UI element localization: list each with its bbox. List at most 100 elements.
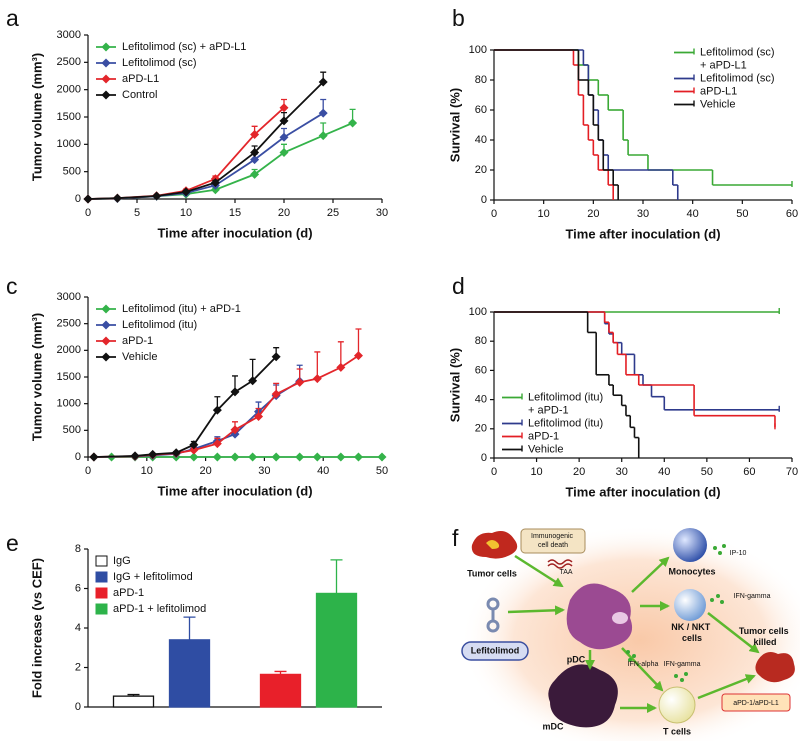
x-axis-label: Time after inoculation (d) bbox=[565, 484, 720, 499]
marker bbox=[279, 132, 289, 142]
t-cell bbox=[658, 686, 696, 724]
x-tick-label: 10 bbox=[538, 208, 550, 220]
legend-swatch bbox=[95, 555, 108, 567]
monocyte bbox=[673, 528, 707, 562]
panel-letter: c bbox=[6, 273, 18, 299]
diagram-label: Tumor cells bbox=[467, 568, 517, 578]
marker bbox=[189, 452, 199, 462]
y-tick-label: 1500 bbox=[57, 111, 81, 123]
diagram-label: Lefitolimod bbox=[471, 645, 520, 655]
legend-label: Lefitolimod (itu) bbox=[122, 319, 197, 331]
bar bbox=[259, 673, 302, 708]
x-tick-label: 0 bbox=[85, 207, 91, 219]
x-tick-label: 0 bbox=[85, 465, 91, 477]
marker bbox=[254, 411, 264, 421]
marker bbox=[212, 452, 222, 462]
marker bbox=[112, 193, 122, 203]
diagram-label: NK / NKT cells bbox=[671, 622, 713, 643]
y-tick-label: 500 bbox=[63, 166, 81, 178]
y-tick-label: 40 bbox=[475, 134, 487, 146]
taa-strands bbox=[547, 559, 573, 569]
pdc-nucleus bbox=[612, 612, 628, 624]
bar bbox=[168, 639, 211, 708]
legend-label: Vehicle bbox=[528, 443, 563, 455]
y-axis-label: Survival (%) bbox=[447, 88, 462, 162]
legend-label: aPD-L1 bbox=[122, 73, 159, 85]
y-tick-label: 60 bbox=[475, 364, 487, 376]
y-axis-label: Fold increase (vs CEF) bbox=[29, 558, 44, 698]
legend-swatch bbox=[95, 571, 108, 583]
y-axis-label: Tumor volume (mm³) bbox=[29, 53, 44, 181]
marker bbox=[279, 103, 289, 113]
marker bbox=[230, 425, 240, 435]
y-tick-label: 40 bbox=[475, 394, 487, 406]
x-tick-label: 30 bbox=[376, 207, 388, 219]
y-tick-label: 100 bbox=[469, 44, 487, 56]
y-tick-label: 8 bbox=[75, 543, 81, 555]
y-tick-label: 100 bbox=[469, 306, 487, 318]
x-tick-label: 50 bbox=[376, 465, 388, 477]
y-tick-label: 2000 bbox=[57, 84, 81, 96]
series-line bbox=[93, 354, 359, 458]
diagram-label: TAA bbox=[559, 569, 572, 576]
legend-label: Lefitolimod (sc) bbox=[122, 57, 197, 69]
legend-marker bbox=[101, 90, 111, 100]
x-tick-label: 70 bbox=[786, 466, 798, 478]
x-tick-label: 40 bbox=[658, 466, 670, 478]
x-tick-label: 60 bbox=[743, 466, 755, 478]
marker bbox=[295, 377, 305, 387]
legend-marker bbox=[101, 74, 111, 84]
marker bbox=[318, 108, 328, 118]
marker bbox=[230, 387, 240, 397]
legend-label: Lefitolimod (itu) + aPD-1 bbox=[528, 391, 606, 416]
marker bbox=[353, 452, 363, 462]
lefitolimod-pill bbox=[461, 641, 529, 661]
bar bbox=[315, 592, 358, 708]
x-axis-label: Time after inoculation (d) bbox=[565, 226, 720, 241]
marker bbox=[348, 118, 358, 128]
error-bar bbox=[330, 559, 343, 594]
marker bbox=[353, 351, 363, 361]
diagram-label: Tumor cells killed bbox=[739, 626, 791, 647]
marker bbox=[250, 169, 260, 179]
y-tick-label: 2 bbox=[75, 661, 81, 673]
marker bbox=[250, 148, 260, 158]
y-tick-label: 20 bbox=[475, 423, 487, 435]
x-tick-label: 0 bbox=[491, 466, 497, 478]
x-tick-label: 40 bbox=[317, 465, 329, 477]
legend-label: Control bbox=[122, 89, 157, 101]
x-tick-label: 20 bbox=[573, 466, 585, 478]
legend-label: aPD-1 + lefitolimod bbox=[113, 603, 206, 615]
legend-label: Vehicle bbox=[700, 98, 735, 110]
x-tick-label: 20 bbox=[587, 208, 599, 220]
legend-marker bbox=[101, 58, 111, 68]
legend-marker bbox=[101, 320, 111, 330]
legend-swatch bbox=[95, 587, 108, 599]
marker bbox=[89, 452, 99, 462]
x-tick-label: 0 bbox=[491, 208, 497, 220]
arrows bbox=[507, 554, 760, 713]
marker bbox=[212, 405, 222, 415]
marker bbox=[248, 452, 258, 462]
marker bbox=[271, 389, 281, 399]
diagram-label: aPD-1/aPD-L1 bbox=[733, 700, 779, 707]
cytokine-dots bbox=[626, 544, 726, 682]
icd-box bbox=[520, 528, 586, 554]
x-tick-label: 10 bbox=[530, 466, 542, 478]
y-tick-label: 4 bbox=[75, 622, 81, 634]
y-tick-label: 6 bbox=[75, 582, 81, 594]
x-tick-label: 60 bbox=[786, 208, 798, 220]
y-tick-label: 2500 bbox=[57, 56, 81, 68]
x-tick-label: 50 bbox=[701, 466, 713, 478]
diagram-label: Monocytes bbox=[668, 566, 715, 576]
diagram-art bbox=[460, 525, 800, 741]
marker bbox=[250, 129, 260, 139]
marker bbox=[295, 452, 305, 462]
diagram-label: mDC bbox=[542, 721, 564, 731]
x-tick-label: 5 bbox=[134, 207, 140, 219]
x-tick-label: 30 bbox=[637, 208, 649, 220]
panel-letter: f bbox=[452, 525, 459, 551]
series-line bbox=[87, 81, 324, 200]
marker bbox=[230, 452, 240, 462]
